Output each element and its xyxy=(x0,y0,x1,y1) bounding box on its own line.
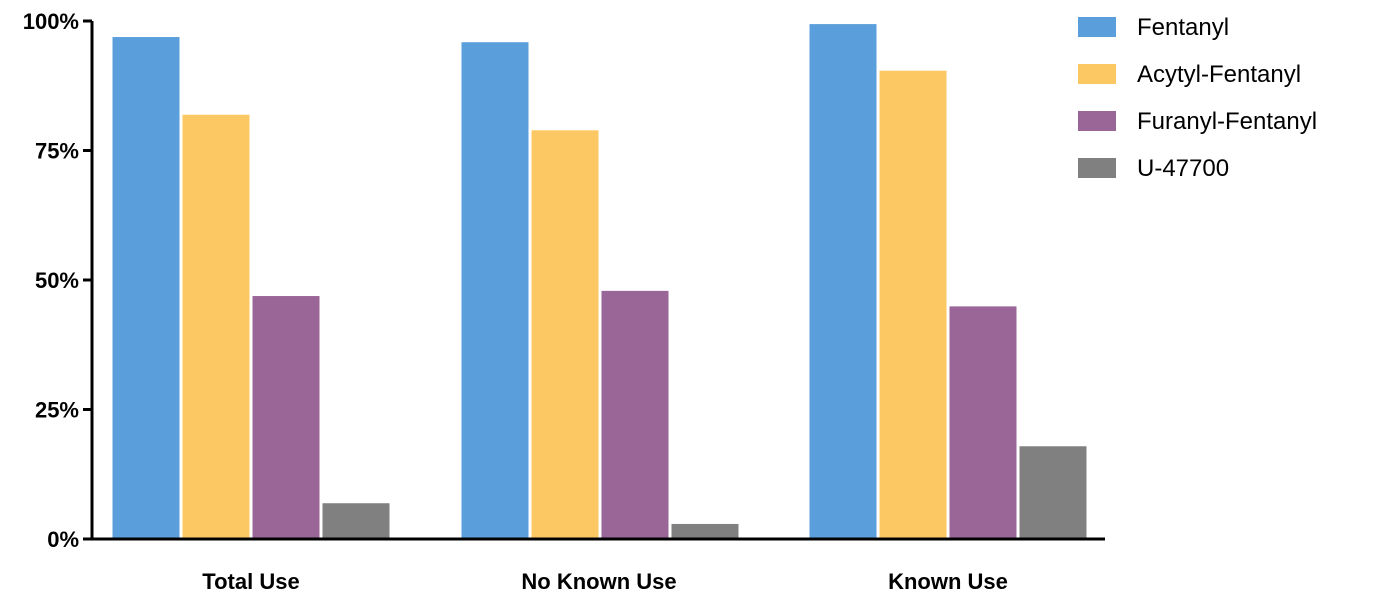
bar-u-47700-known-use xyxy=(1018,445,1088,540)
legend-label: Fentanyl xyxy=(1137,14,1229,41)
x-category-label: No Known Use xyxy=(521,569,676,594)
bar-furanyl-fentanyl-total-use xyxy=(251,295,321,540)
bar-fentanyl-known-use xyxy=(808,23,878,540)
y-tick-label: 25% xyxy=(35,398,79,423)
legend-label: U-47700 xyxy=(1137,155,1229,182)
legend-label: Acytyl-Fentanyl xyxy=(1137,61,1301,88)
y-tick-label: 50% xyxy=(35,268,79,293)
legend: Fentanyl Acytyl-Fentanyl Furanyl-Fentanyl U… xyxy=(1078,14,1317,182)
legend-swatch xyxy=(1078,17,1116,37)
bar-furanyl-fentanyl-known-use xyxy=(948,305,1018,540)
bar-acytyl-fentanyl-no-known-use xyxy=(530,129,600,540)
y-tick-label: 100% xyxy=(23,9,79,34)
bar-furanyl-fentanyl-no-known-use xyxy=(600,289,670,540)
bar-acytyl-fentanyl-total-use xyxy=(181,113,251,540)
x-category-label: Total Use xyxy=(202,569,299,594)
bar-u-47700-no-known-use xyxy=(670,522,740,540)
bar-fentanyl-total-use xyxy=(111,36,181,540)
bar-acytyl-fentanyl-known-use xyxy=(878,69,948,540)
bar-u-47700-total-use xyxy=(321,502,391,540)
legend-swatch xyxy=(1078,158,1116,178)
x-category-labels: Total Use No Known Use Known Use xyxy=(202,569,1008,594)
bars-layer xyxy=(111,23,1088,540)
x-category-label: Known Use xyxy=(888,569,1008,594)
legend-swatch xyxy=(1078,111,1116,131)
legend-swatch xyxy=(1078,64,1116,84)
y-tick-label: 0% xyxy=(47,527,79,552)
legend-label: Furanyl-Fentanyl xyxy=(1137,108,1317,135)
y-ticks: 0% 25% 50% 75% 100% xyxy=(23,9,92,552)
bar-fentanyl-no-known-use xyxy=(460,41,530,540)
y-tick-label: 75% xyxy=(35,139,79,164)
